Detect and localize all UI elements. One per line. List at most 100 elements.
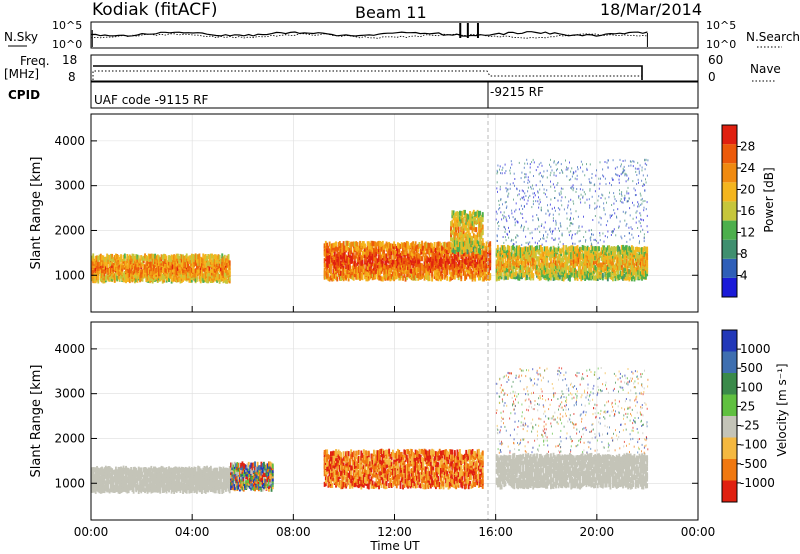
scatter-cell [196,254,198,260]
scatter-cell [543,255,546,261]
scatter-cell [418,262,421,268]
scatter-cell [636,252,638,258]
scatter-cell [366,250,369,256]
speckle-cell [555,221,557,224]
scatter-cell [515,258,518,264]
scatter-cell [352,247,355,253]
scatter-cell [502,259,504,265]
scatter-cell [359,248,361,254]
scatter-cell [543,246,546,252]
scatter-cell [189,274,192,280]
scatter-cell [393,250,396,256]
scatter-cell [169,260,172,266]
scatter-cell [617,258,619,264]
scatter-cell [188,255,191,261]
scatter-cell [642,269,645,275]
scatter-cell [561,262,564,268]
scatter-cell [594,246,597,251]
speckle-cell [512,182,514,185]
scatter-cell [335,241,337,247]
scatter-cell [332,263,335,269]
scatter-cell [636,266,638,272]
scatter-cell [467,228,470,233]
scatter-cell [378,240,380,246]
scatter-cell [547,268,550,274]
scatter-cell [188,271,191,277]
scatter-cell [327,245,330,251]
scatter-cell [188,259,191,264]
scatter-cell [424,267,427,273]
speckle-cell [518,208,520,211]
speckle-cell [559,208,561,211]
scatter-cell [421,256,423,262]
scatter-cell [517,273,520,279]
scatter-cell [371,258,374,264]
speckle-cell [532,192,534,195]
speckle-cell [539,198,541,201]
scatter-cell [182,254,184,260]
scatter-cell [581,261,584,267]
scatter-cell [221,263,224,269]
scatter-cell [121,270,124,275]
scatter-cell [595,246,598,252]
scatter-cell [102,468,105,474]
scatter-cell [405,258,408,264]
scatter-cell [373,262,375,268]
scatter-cell [428,253,431,259]
scatter-cell [465,235,468,241]
speckle-cell [538,196,539,199]
scatter-cell [479,264,482,270]
scatter-cell [97,255,100,261]
scatter-cell [466,227,469,233]
scatter-cell [94,266,97,271]
scatter-cell [393,268,396,274]
scatter-cell [110,261,112,267]
scatter-cell [182,258,184,264]
scatter-cell [435,272,437,278]
scatter-cell [569,251,571,257]
speckle-cell [611,204,613,206]
scatter-cell [398,263,401,269]
scatter-cell [340,243,342,249]
scatter-cell [641,256,643,262]
scatter-cell [108,267,111,273]
scatter-cell [360,272,363,278]
scatter-cell [373,270,375,276]
scatter-cell [413,270,416,276]
scatter-cell [154,256,157,262]
scatter-cell [586,256,589,262]
scatter-cell [637,269,640,275]
scatter-cell [376,274,379,280]
scatter-cell [414,241,417,247]
speckle-cell [508,230,510,233]
scatter-cell [584,264,587,270]
speckle-cell [560,225,562,228]
freq-trace [93,65,643,80]
scatter-cell [618,255,621,261]
scatter-cell [505,261,508,266]
scatter-cell [184,275,187,281]
scatter-cell [374,269,377,275]
scatter-cell [503,253,506,259]
speckle-cell [624,198,626,201]
scatter-cell [438,273,441,279]
scatter-cell [474,263,477,268]
scatter-cell [634,258,637,264]
scatter-cell [600,273,603,278]
scatter-cell [442,249,445,255]
speckle-cell [640,194,642,197]
scatter-cell [365,265,368,271]
scatter-cell [375,245,378,251]
scatter-cell [469,255,471,261]
scatter-cell [428,260,431,266]
scatter-cell [92,467,95,473]
speckle-cell [500,172,501,175]
scatter-cell [397,246,399,252]
speckle-cell [607,166,609,169]
scatter-cell [588,260,590,266]
scatter-cell [644,274,647,280]
scatter-cell [488,245,490,251]
scatter-cell [331,276,334,282]
scatter-cell [502,245,504,251]
scatter-cell [156,267,159,273]
